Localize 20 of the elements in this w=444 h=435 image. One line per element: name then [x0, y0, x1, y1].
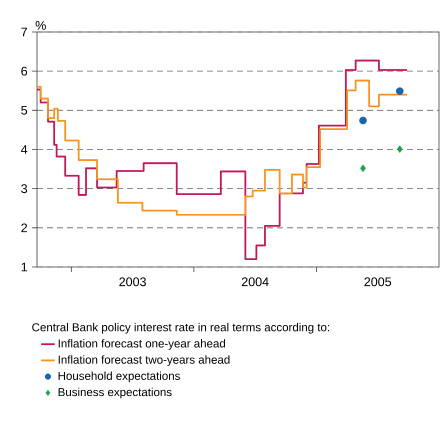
- y-tick-label: 3: [21, 184, 28, 194]
- point: [396, 145, 403, 153]
- y-tick-label: 1: [22, 262, 28, 272]
- legend-title: Central Bank policy interest rate in real terms according to:: [32, 322, 330, 334]
- x-tick-label: 2004: [242, 277, 269, 286]
- x-tick-label: 2005: [364, 277, 392, 286]
- y-tick-label: 7: [21, 28, 28, 36]
- legend-label: Inflation forecast two-years ahead: [58, 355, 230, 366]
- point: [360, 164, 366, 172]
- legend-label: Business expectations: [58, 388, 172, 398]
- y-tick-label: 5: [21, 106, 28, 115]
- y-tick-label: 2: [21, 223, 28, 232]
- y-tick-label: 6: [21, 66, 28, 76]
- y-tick-label: 4: [20, 145, 28, 154]
- y-axis-title: %: [36, 21, 46, 30]
- legend-label: Household expectations: [58, 372, 180, 382]
- legend-label: Inflation forecast one-year ahead: [58, 339, 226, 350]
- x-tick-label: 2003: [119, 277, 146, 286]
- point: [396, 87, 404, 95]
- point: [359, 116, 367, 124]
